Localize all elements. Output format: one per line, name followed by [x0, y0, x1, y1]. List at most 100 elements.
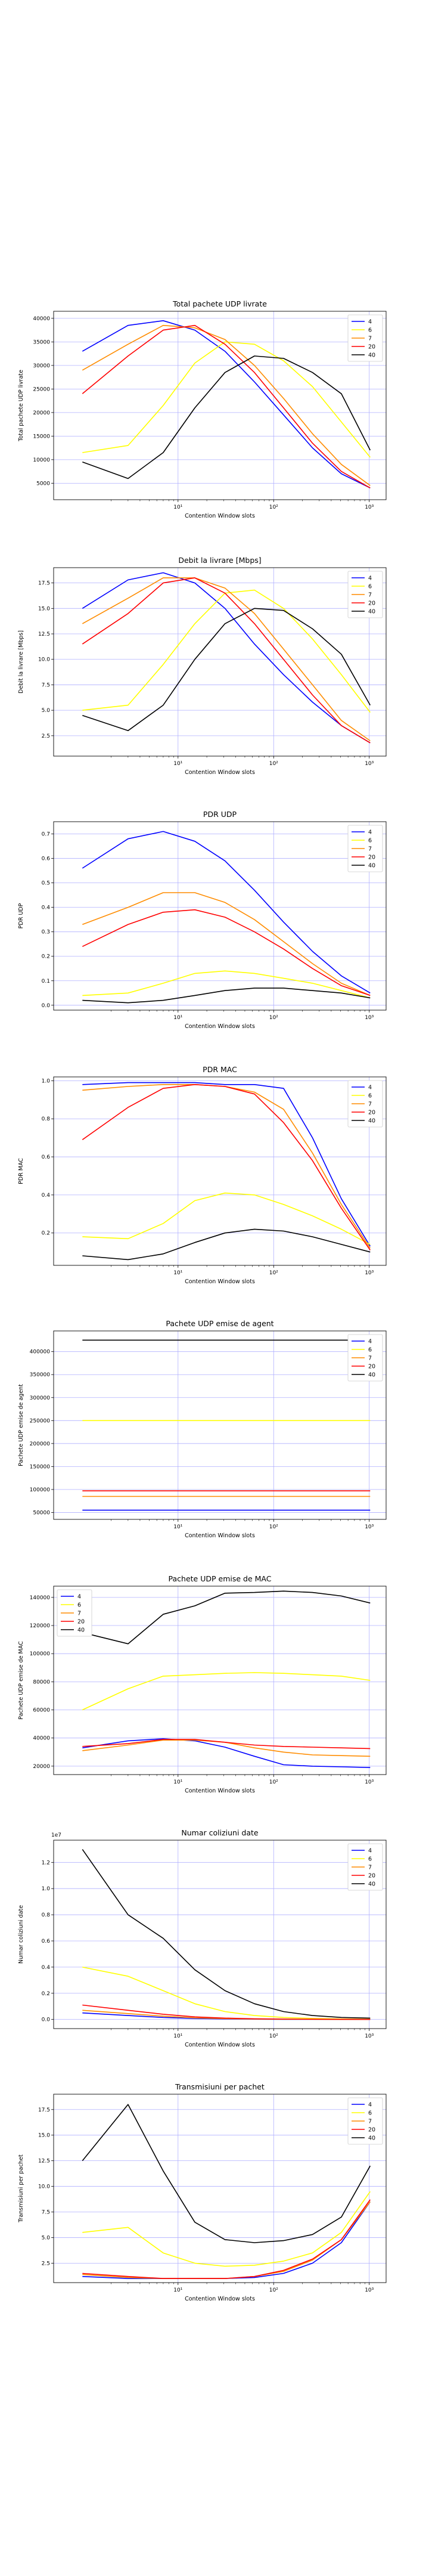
y-tick-label: 100000 — [30, 1651, 51, 1657]
y-tick-label: 140000 — [30, 1595, 51, 1601]
plot-frame — [53, 311, 387, 500]
series-line-6 — [82, 341, 371, 458]
x-axis-label: Contention Window slots — [185, 513, 255, 519]
legend-label: 20 — [368, 1873, 375, 1880]
y-tick-label: 200000 — [30, 1441, 51, 1447]
y-tick-label: 5.0 — [42, 2235, 51, 2241]
x-tick-label: 10² — [269, 2033, 278, 2039]
x-tick-label: 10³ — [365, 504, 374, 510]
series-line-4 — [82, 831, 371, 993]
x-axis-label: Contention Window slots — [185, 2296, 255, 2302]
y-tick-label: 15000 — [33, 434, 50, 439]
x-axis-label: Contention Window slots — [185, 1532, 255, 1539]
legend-label: 7 — [77, 1611, 81, 1617]
x-tick-label: 10² — [269, 1524, 278, 1530]
y-tick-label: 100000 — [30, 1487, 51, 1493]
series-line-4 — [82, 1082, 371, 1247]
y-tick-label: 5000 — [36, 481, 50, 487]
x-tick-label: 10³ — [365, 2033, 374, 2039]
legend-box — [347, 1334, 383, 1382]
chart-title: Transmisiuni per pachet — [175, 2082, 265, 2091]
y-tick-label: 400000 — [30, 1349, 51, 1355]
series-line-4 — [82, 320, 371, 489]
chart-8: 10¹ 10² 10³ 2.5 5.0 7.5 10.0 12.5 15.0 17.5 Transm… — [18, 2082, 387, 2302]
chart-title: Numar coliziuni date — [181, 1828, 259, 1837]
series-line-7 — [82, 1739, 371, 1757]
legend-label: 7 — [368, 1101, 372, 1108]
x-tick-label: 10¹ — [173, 2033, 182, 2039]
x-tick-label: 10³ — [365, 1270, 374, 1276]
legend-label: 4 — [368, 1085, 372, 1091]
y-axis-label: Numar coliziuni date — [18, 1905, 24, 1964]
legend-label: 20 — [368, 600, 375, 607]
legend-label: 40 — [368, 1881, 375, 1888]
y-tick-label: 35000 — [33, 339, 50, 345]
y-tick-label: 40000 — [33, 316, 50, 322]
series-line-40 — [82, 1849, 371, 2019]
chart-title: PDR MAC — [203, 1065, 237, 1074]
chart-title: Debit la livrare [Mbps] — [178, 556, 261, 565]
y-tick-label: 40000 — [33, 1736, 50, 1742]
chart-title: Pachete UDP emise de MAC — [169, 1574, 272, 1583]
series-line-40 — [82, 2104, 371, 2243]
series-line-20 — [82, 909, 371, 996]
y-tick-label: 120000 — [30, 1623, 51, 1629]
chart-1: 10¹ 10² 10³ 5000 10000 15000 20000 25000 30000 35… — [18, 299, 387, 519]
x-axis-label: Contention Window slots — [185, 2042, 255, 2048]
series-line-6 — [82, 589, 371, 713]
y-axis-label: Transmisiuni per pachet — [18, 2154, 24, 2223]
y-tick-label: 0.6 — [42, 856, 51, 862]
series-line-40 — [82, 355, 371, 479]
series-line-7 — [82, 577, 371, 742]
legend-label: 6 — [77, 1602, 81, 1609]
series-line-40 — [82, 608, 371, 732]
y-tick-label: 0.7 — [42, 832, 50, 838]
series-line-6 — [82, 1672, 371, 1711]
legend-label: 40 — [77, 1627, 85, 1634]
chart-5: 10¹ 10² 10³ 50000 100000 150000 200000 250000 30… — [18, 1319, 387, 1539]
y-tick-label: 1.0 — [42, 1078, 51, 1084]
legend-label: 20 — [368, 344, 375, 351]
series-line-6 — [82, 970, 371, 999]
series-line-20 — [82, 577, 371, 744]
plot-frame — [53, 1840, 387, 2029]
y-tick-label: 150000 — [30, 1464, 51, 1470]
y-tick-label: 0.6 — [42, 1154, 51, 1160]
y-axis-label: Debit la livrare [Mbps] — [18, 630, 24, 693]
x-tick-label: 10¹ — [173, 2287, 182, 2293]
series-line-6 — [82, 1967, 371, 2020]
legend-label: 7 — [368, 846, 372, 853]
y-tick-label: 0.8 — [42, 1116, 51, 1122]
y-tick-label: 0.4 — [42, 1193, 51, 1199]
legend-label: 6 — [368, 1093, 372, 1100]
y-tick-label: 10.0 — [38, 657, 50, 663]
series-line-20 — [82, 1084, 371, 1250]
y-tick-label: 12.5 — [38, 2159, 50, 2165]
legend-label: 40 — [368, 1372, 375, 1379]
legend-label: 6 — [368, 1856, 372, 1863]
series-line-4 — [82, 572, 371, 744]
legend-label: 40 — [368, 1118, 375, 1125]
legend-label: 7 — [368, 592, 372, 599]
y-tick-label: 0.2 — [42, 1991, 50, 1997]
y-tick-label: 0.4 — [42, 905, 51, 911]
y-axis-label: Total pachete UDP livrate — [18, 370, 24, 442]
series-line-20 — [82, 1739, 371, 1750]
legend-box — [347, 2097, 383, 2145]
legend-label: 7 — [368, 336, 372, 342]
legend-box — [347, 825, 383, 872]
series-line-7 — [82, 892, 371, 996]
y-tick-label: 2.5 — [42, 2261, 50, 2267]
legend-label: 4 — [368, 1848, 372, 1854]
series-line-20 — [82, 324, 371, 488]
legend-box — [347, 314, 383, 362]
x-tick-label: 10¹ — [173, 1015, 182, 1021]
x-tick-label: 10¹ — [173, 1270, 182, 1276]
series-line-40 — [82, 1228, 371, 1261]
legend-label: 7 — [368, 2119, 372, 2125]
series-line-4 — [82, 1738, 371, 1768]
legend-box — [347, 1080, 383, 1128]
legend-label: 7 — [368, 1865, 372, 1871]
